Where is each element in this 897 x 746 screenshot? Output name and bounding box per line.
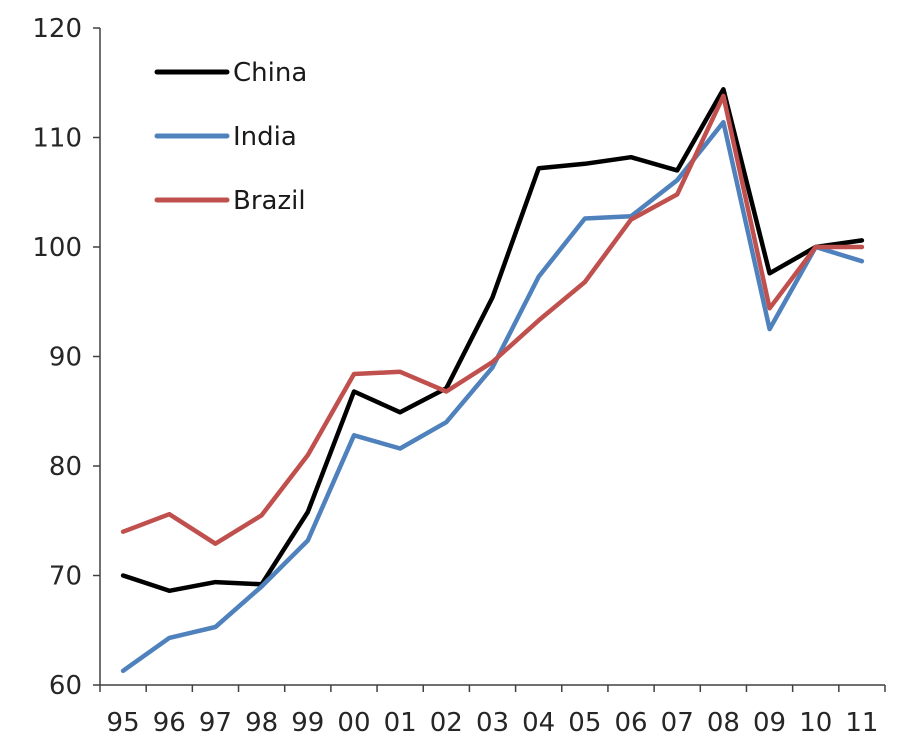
x-tick-label: 11 — [845, 708, 878, 738]
y-tick-label: 120 — [32, 14, 82, 44]
x-tick-label: 03 — [476, 708, 509, 738]
x-tick-label: 10 — [799, 708, 832, 738]
legend-label-china: China — [233, 58, 307, 88]
series-line-china — [120, 87, 865, 594]
y-tick-label: 100 — [32, 233, 82, 263]
y-tick-label: 110 — [32, 124, 82, 154]
x-tick-label: 04 — [522, 708, 555, 738]
x-tick-label: 96 — [153, 708, 186, 738]
x-tick-label: 95 — [107, 708, 140, 738]
chart-axes — [99, 28, 885, 686]
x-tick-label: 01 — [384, 708, 417, 738]
x-tick-label: 97 — [199, 708, 232, 738]
series-line-india — [120, 119, 865, 674]
y-tick-label: 60 — [49, 671, 82, 701]
x-tick-label: 07 — [661, 708, 694, 738]
x-tick-label: 02 — [430, 708, 463, 738]
x-tick-label: 99 — [291, 708, 324, 738]
legend: China India Brazil — [154, 58, 307, 216]
x-tick-label: 06 — [614, 708, 647, 738]
series-lines — [120, 87, 865, 674]
series-line-brazil — [120, 93, 865, 546]
x-tick-label: 05 — [568, 708, 601, 738]
legend-label-india: India — [233, 122, 297, 152]
x-axis-ticks: 95 96 97 98 99 00 01 02 03 04 05 06 07 08 09 10 11 — [99, 685, 886, 738]
x-tick-label: 09 — [753, 708, 786, 738]
y-tick-label: 90 — [49, 343, 82, 373]
x-tick-label: 08 — [707, 708, 740, 738]
y-axis-ticks: 60 70 80 90 100 110 120 — [32, 14, 100, 701]
legend-label-brazil: Brazil — [233, 186, 306, 216]
x-tick-label: 00 — [337, 708, 370, 738]
x-tick-label: 98 — [245, 708, 278, 738]
y-tick-label: 70 — [49, 562, 82, 592]
y-tick-label: 80 — [49, 452, 82, 482]
